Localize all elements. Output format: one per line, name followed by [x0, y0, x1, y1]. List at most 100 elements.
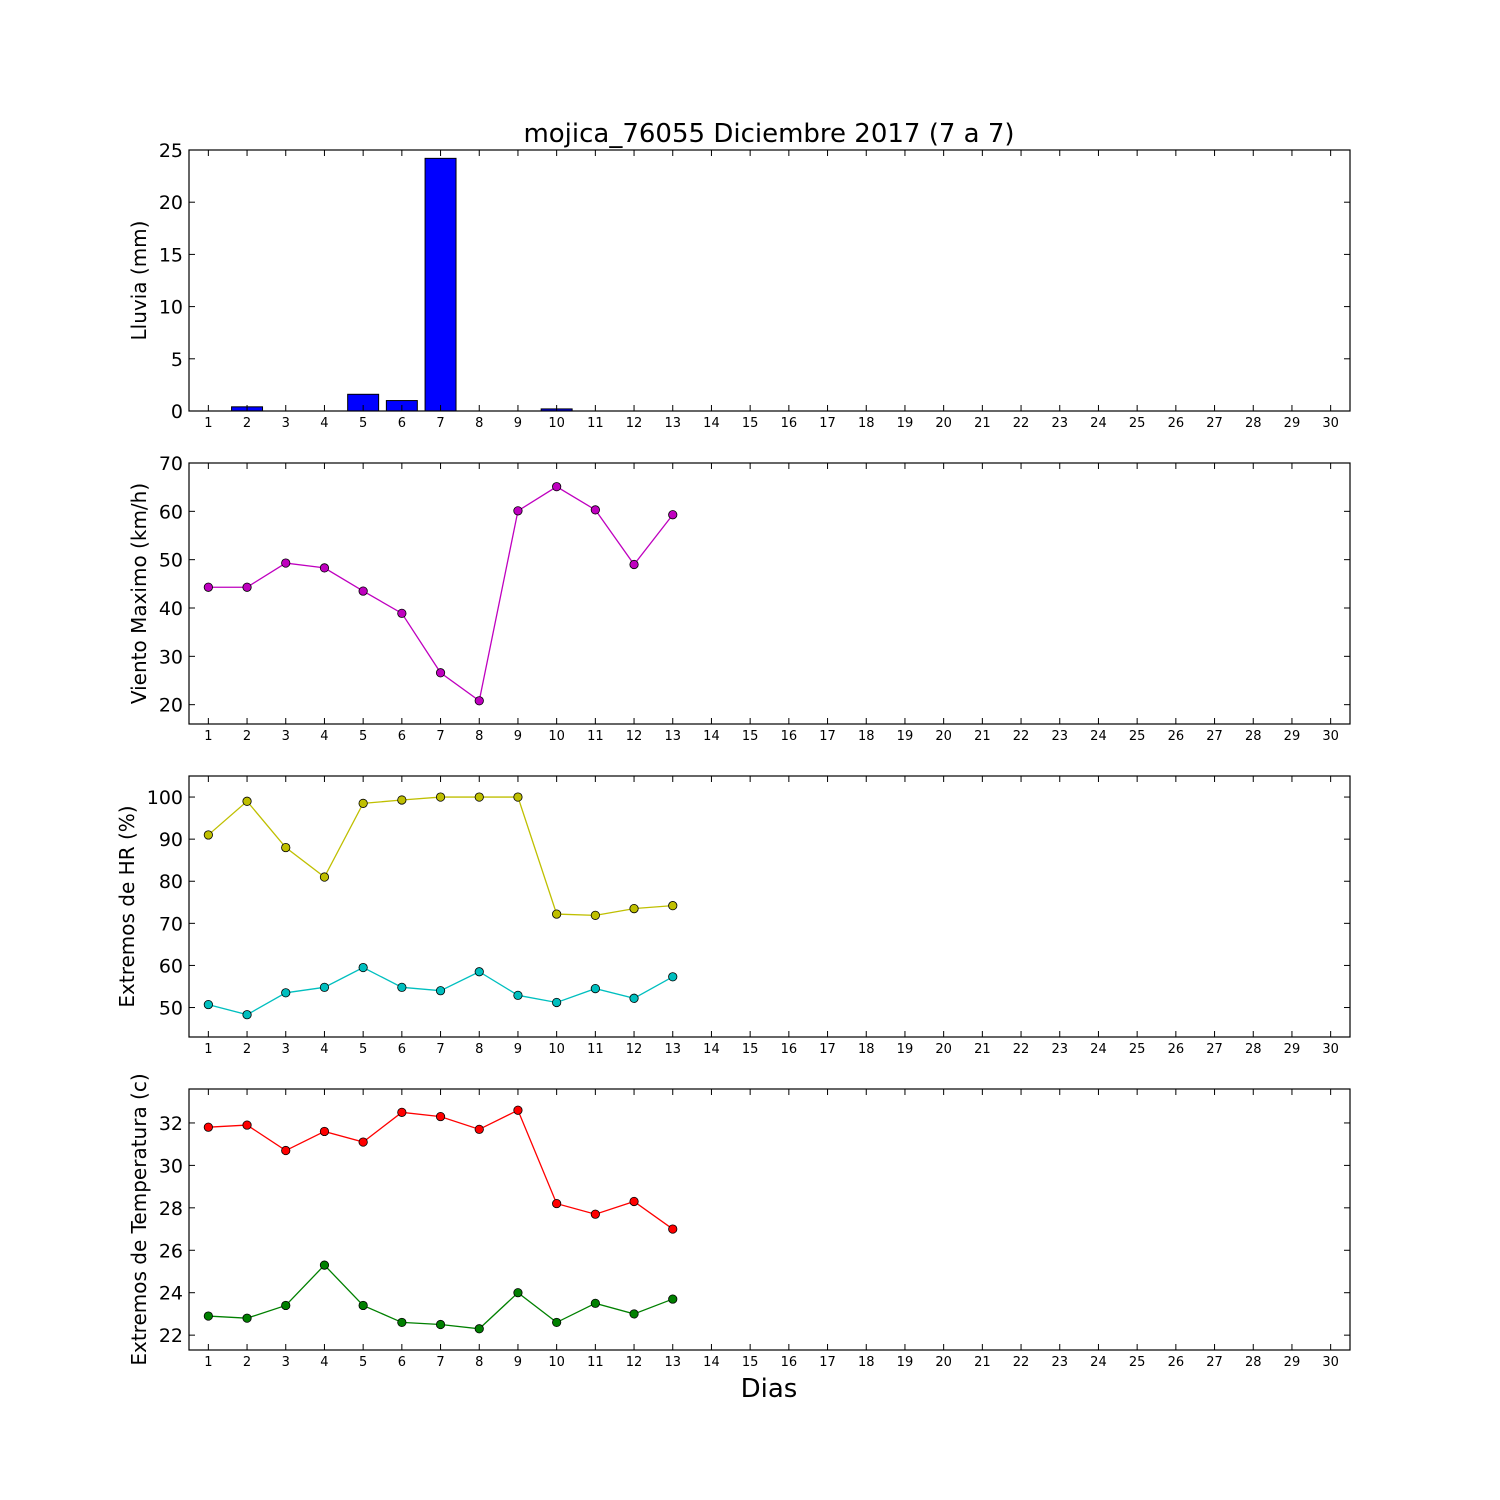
- y-tick-label: 26: [159, 1240, 183, 1262]
- x-tick-label: 4: [320, 729, 328, 744]
- x-tick-label: 6: [398, 416, 406, 431]
- x-tick-label: 13: [664, 1355, 681, 1370]
- humidity-series-1-point-day-4: [319, 982, 330, 992]
- x-tick-label: 20: [935, 1355, 952, 1370]
- x-tick-label: 29: [1284, 1042, 1301, 1057]
- x-tick-label: 10: [548, 1042, 565, 1057]
- temperature-series-1-point-day-8: [474, 1324, 484, 1334]
- x-tick-label: 25: [1129, 729, 1146, 744]
- x-tick-label: 11: [587, 416, 604, 431]
- x-tick-label: 2: [243, 729, 251, 744]
- temperature-series-1-point-day-3: [281, 1300, 291, 1311]
- humidity-series-1-point-day-3: [281, 988, 291, 998]
- humidity-series-0-point-day-4: [319, 872, 330, 882]
- x-tick-label: 22: [1013, 1042, 1030, 1057]
- x-axis-label: Dias: [741, 1374, 798, 1404]
- x-tick-label: 15: [742, 416, 759, 431]
- wind-series-0-point-day-3: [281, 558, 291, 568]
- humidity-plot-area: [203, 792, 678, 1020]
- x-tick-label: 14: [703, 416, 720, 431]
- x-tick-label: 23: [1051, 1355, 1068, 1370]
- x-tick-label: 11: [587, 1355, 604, 1370]
- x-tick-label: 11: [587, 1042, 604, 1057]
- wind-series-0-point-day-4: [319, 563, 330, 573]
- x-tick-label: 29: [1284, 416, 1301, 431]
- x-tick-label: 7: [436, 1042, 444, 1057]
- wind-panel: 1 2 3 4 5 6 7 8 9 10 11 12 13 14 15 16 17 18 19 20 21 22 23 24 2…: [127, 453, 1351, 744]
- x-tick-label: 26: [1168, 1042, 1185, 1057]
- humidity-axes-frame: [188, 775, 1351, 1038]
- y-tick-label: 70: [159, 453, 183, 475]
- x-tick-label: 9: [514, 729, 522, 744]
- x-tick-label: 24: [1090, 416, 1107, 431]
- temperature-series-0-point-day-9: [513, 1105, 523, 1115]
- x-tick-label: 9: [514, 1042, 522, 1057]
- x-tick-label: 25: [1129, 1355, 1146, 1370]
- x-tick-label: 2: [243, 1042, 251, 1057]
- x-tick-label: 19: [897, 729, 914, 744]
- humidity-series-0-point-day-1: [203, 830, 213, 840]
- x-tick-label: 3: [282, 729, 290, 744]
- x-tick-label: 13: [664, 729, 681, 744]
- humidity-series-0-point-day-12: [629, 904, 639, 914]
- temperature-series-1-point-day-11: [590, 1298, 600, 1308]
- y-tick-label: 50: [159, 998, 183, 1020]
- humidity-series-1-point-day-2: [242, 1010, 252, 1020]
- humidity-panel: 1 2 3 4 5 6 7 8 9 10 11 12 13 14 15 16 17 18 19 20 21 22 23 24 2…: [115, 775, 1351, 1057]
- temperature-axes-frame: [188, 1088, 1351, 1351]
- x-tick-label: 3: [282, 416, 290, 431]
- x-tick-label: 19: [897, 1355, 914, 1370]
- temperature-series-1-point-day-4: [319, 1260, 330, 1270]
- humidity-series-0-point-day-9: [513, 792, 523, 802]
- x-tick-label: 24: [1090, 729, 1107, 744]
- wind-series-0-point-day-8: [474, 696, 484, 706]
- wind-y-axis-label: Viento Maximo (km/h): [127, 483, 151, 704]
- panels: 1 2 3 4 5 6 7 8 9 10 11 12 13 14 15 16 17 18 19 20 21 22 23 24 2…: [115, 140, 1351, 1370]
- y-tick-label: 5: [171, 349, 183, 371]
- temperature-panel: 1 2 3 4 5 6 7 8 9 10 11 12 13 14 15 16 17 18 19 20 21 22 23 24 2…: [127, 1073, 1351, 1370]
- x-tick-label: 17: [819, 1042, 836, 1057]
- x-tick-label: 10: [548, 416, 565, 431]
- temperature-series-0-point-day-10: [552, 1198, 562, 1209]
- wind-series-0-point-day-10: [552, 482, 562, 492]
- x-tick-label: 15: [742, 1042, 759, 1057]
- x-tick-label: 30: [1322, 1042, 1339, 1057]
- wind-series-0-point-day-6: [397, 608, 407, 618]
- x-tick-label: 2: [243, 416, 251, 431]
- x-tick-label: 18: [858, 729, 875, 744]
- x-tick-label: 11: [587, 729, 604, 744]
- x-tick-label: 1: [204, 1042, 212, 1057]
- humidity-series-0-point-day-6: [397, 795, 407, 805]
- x-tick-label: 18: [858, 1355, 875, 1370]
- x-tick-label: 16: [781, 729, 798, 744]
- x-tick-label: 12: [626, 416, 643, 431]
- humidity-series-0-point-day-7: [435, 792, 446, 802]
- x-tick-label: 21: [974, 416, 991, 431]
- temperature-series-1-point-day-5: [358, 1300, 368, 1311]
- y-tick-label: 90: [159, 829, 183, 851]
- humidity-series-1-point-day-5: [358, 962, 368, 973]
- y-tick-label: 80: [159, 871, 183, 893]
- x-tick-label: 1: [204, 1355, 212, 1370]
- x-tick-label: 3: [282, 1042, 290, 1057]
- y-tick-label: 30: [159, 646, 183, 668]
- x-tick-label: 23: [1051, 1042, 1068, 1057]
- humidity-series-1-point-day-11: [590, 983, 600, 994]
- wind-series-0-point-day-13: [668, 510, 678, 520]
- temperature-series-1-point-day-12: [629, 1309, 639, 1319]
- wind-series-0-point-day-11: [590, 505, 600, 515]
- x-tick-label: 28: [1245, 1042, 1262, 1057]
- x-tick-label: 17: [819, 729, 836, 744]
- y-tick-label: 50: [159, 550, 183, 572]
- y-tick-label: 70: [159, 913, 183, 935]
- temperature-series-0-point-day-8: [474, 1124, 484, 1134]
- y-tick-label: 32: [159, 1113, 183, 1135]
- x-tick-label: 30: [1322, 416, 1339, 431]
- x-tick-label: 8: [475, 1355, 483, 1370]
- wind-axes-frame: [188, 462, 1351, 725]
- x-tick-label: 6: [398, 1042, 406, 1057]
- wind-series-0-point-day-5: [358, 586, 368, 596]
- x-tick-label: 25: [1129, 1042, 1146, 1057]
- x-tick-label: 24: [1090, 1042, 1107, 1057]
